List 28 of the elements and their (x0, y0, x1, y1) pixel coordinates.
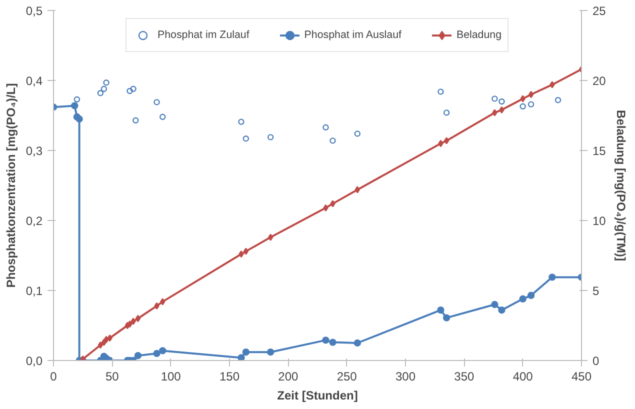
y2-axis-title: Beladung [mg(PO₄)/g(TM)] (614, 110, 628, 262)
x-tick-label: 400 (512, 370, 534, 384)
y2-tick-label: 25 (592, 4, 606, 18)
x-axis-title: Zeit [Stunden] (277, 388, 358, 402)
y-tick-label: 0,2 (26, 214, 43, 228)
x-tick-label: 50 (105, 370, 120, 384)
x-tick-label: 0 (50, 370, 58, 384)
x-tick-label: 450 (571, 370, 592, 384)
x-tick-label: 100 (160, 370, 182, 384)
y2-tick-label: 5 (592, 284, 600, 298)
x-tick-label: 300 (395, 370, 416, 384)
x-tick-label: 150 (219, 370, 240, 384)
legend-label: Phosphat im Zulauf (157, 29, 250, 41)
y-tick-label: 0,5 (26, 4, 43, 18)
legend-label: Beladung (456, 29, 502, 41)
y2-tick-label: 10 (592, 214, 606, 228)
y-axis-title: Phosphatkonzentration [mg(PO₄)/L] (4, 83, 18, 288)
y-tick-label: 0,0 (26, 354, 43, 368)
y-tick-label: 0,1 (26, 284, 43, 298)
y-tick-label: 0,4 (26, 74, 43, 88)
x-tick-label: 350 (454, 370, 475, 384)
y-tick-label: 0,3 (26, 144, 43, 158)
x-tick-label: 250 (336, 370, 358, 384)
y2-tick-label: 20 (592, 74, 606, 88)
legend-label: Phosphat im Auslauf (304, 29, 402, 41)
y2-tick-label: 0 (592, 354, 600, 368)
y2-tick-label: 15 (592, 144, 606, 158)
x-tick-label: 200 (278, 370, 299, 384)
